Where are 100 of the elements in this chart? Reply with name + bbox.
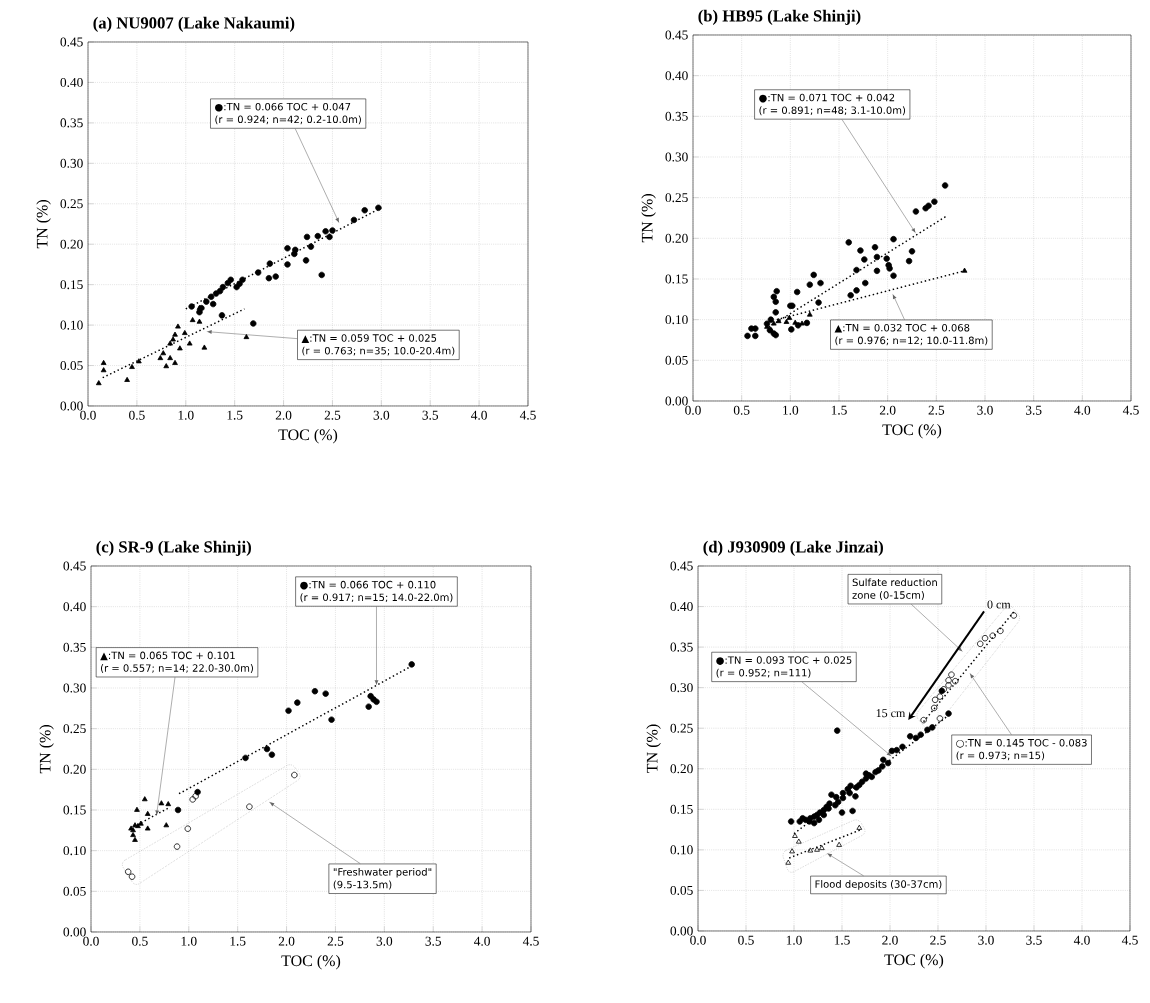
y-tick-label: 0.30 [665,152,688,162]
x-tick-label: 2.5 [930,935,946,945]
x-tick-label: 4.5 [1122,405,1139,415]
x-tick-label: 0.5 [132,936,148,946]
x-tick-label: 1.0 [783,405,799,415]
y-axis-title: TN (%) [646,724,661,773]
y-tick-label: 0.20 [60,239,83,249]
annotation: (9.5-13.5m) [333,880,392,890]
y-tick-label: 0.30 [63,683,86,693]
y-tick-label: 0.05 [665,355,688,365]
y-tick-label: 0.25 [63,724,86,734]
annotation: (r = 0.952; n=111) [716,668,811,678]
y-tick-label: 0.20 [670,764,693,774]
y-tick-label: 0.15 [60,280,83,290]
annotation: (r = 0.891; n=48; 3.1-10.0m) [759,106,906,116]
y-axis-title: TN (%) [36,200,51,249]
y-tick-label: 0.35 [670,642,693,652]
y-tick-label: 0.10 [63,846,86,856]
x-tick-label: 0.0 [83,936,99,946]
annotation: (r = 0.973; n=15) [956,751,1045,761]
x-tick-label: 3.5 [422,410,439,420]
x-tick-label: 0.0 [690,935,706,945]
x-tick-label: 4.5 [1121,935,1138,945]
y-tick-label: 0.30 [670,683,693,693]
x-tick-label: 0.5 [733,405,750,415]
x-tick-label: 4.0 [471,410,487,420]
x-tick-label: 1.0 [181,936,197,946]
chart-title: (d) J930909 (Lake Jinzai) [703,540,883,556]
x-axis-title: TOC (%) [882,423,942,439]
y-tick-label: 0.45 [670,561,693,571]
y-tick-label: 0.25 [665,193,688,203]
y-tick-label: 0.05 [60,361,83,371]
y-tick-label: 0.20 [63,764,86,774]
y-tick-label: 0.35 [60,118,83,128]
x-tick-label: 2.5 [928,405,945,415]
x-axis-title: TOC (%) [884,953,944,969]
y-tick-label: 0.10 [665,315,688,325]
x-tick-label: 0.0 [80,410,96,420]
x-tick-label: 0.5 [738,935,754,945]
y-tick-label: 0.00 [60,401,83,411]
chart-title: (c) SR-9 (Lake Shinji) [96,540,251,556]
annotation: (r = 0.557; n=14; 22.0-30.0m) [101,664,253,673]
x-tick-label: 4.5 [519,410,536,420]
annotation: zone (0-15cm) [852,591,924,600]
annotation: ●:TN = 0.093 TOC + 0.025 [716,656,852,665]
y-tick-label: 0.20 [665,233,688,243]
y-tick-label: 0.45 [60,37,83,47]
x-tick-label: 1.5 [227,410,243,420]
x-tick-label: 3.5 [1025,405,1042,415]
x-tick-label: 4.0 [1074,405,1091,415]
y-tick-label: 0.25 [670,723,693,733]
y-tick-label: 0.10 [670,845,693,855]
y-tick-label: 0.25 [60,199,83,209]
x-tick-label: 0.0 [685,405,701,415]
x-tick-label: 3.5 [425,936,442,946]
y-tick-label: 0.45 [665,30,688,40]
x-tick-label: 4.0 [474,936,490,946]
annotation: ○:TN = 0.145 TOC - 0.083 [956,738,1087,748]
annotation: ▲:TN = 0.059 TOC + 0.025 [301,334,437,343]
y-tick-label: 0.40 [665,71,688,81]
x-tick-label: 3.0 [376,936,393,946]
x-tick-label: 2.0 [882,935,898,945]
x-tick-label: 2.0 [275,410,292,420]
annotation: ●:TN = 0.066 TOC + 0.047 [215,102,351,112]
x-tick-label: 4.5 [522,936,539,946]
y-tick-label: 0.05 [670,885,693,895]
x-tick-label: 1.0 [178,410,194,420]
y-tick-label: 0.00 [665,396,688,406]
y-tick-label: 0.05 [63,886,86,896]
annotation: (r = 0.924; n=42; 0.2-10.0m) [215,115,361,125]
y-tick-label: 0.45 [63,561,86,571]
annotation: 15 cm [876,709,906,718]
y-tick-label: 0.00 [63,927,86,937]
chart-title: (a) NU9007 (Lake Nakaumi) [93,16,295,32]
y-tick-label: 0.35 [665,111,688,121]
y-axis-title: TN (%) [39,725,54,774]
y-tick-label: 0.15 [670,804,693,814]
x-tick-label: 0.5 [129,410,145,420]
annotation: (r = 0.917; n=15; 14.0-22.0m) [300,593,453,603]
x-tick-label: 2.0 [879,405,896,415]
x-tick-label: 2.0 [278,936,295,946]
x-tick-label: 1.5 [230,936,246,946]
annotation: "Freshwater period" [333,867,432,878]
y-axis-title: TN (%) [641,194,656,243]
annotation: ●:TN = 0.071 TOC + 0.042 [759,93,895,103]
y-tick-label: 0.40 [63,602,86,612]
x-tick-label: 1.5 [834,935,850,945]
x-tick-label: 3.0 [978,935,994,945]
annotation: (r = 0.763; n=35; 10.0-20.4m) [302,346,455,356]
y-tick-label: 0.10 [60,320,83,330]
x-tick-label: 1.0 [786,935,802,945]
y-tick-label: 0.15 [665,274,688,284]
annotation: ●:TN = 0.066 TOC + 0.110 [300,580,436,590]
y-tick-label: 0.30 [60,158,83,168]
annotation: Sulfate reduction [852,578,937,587]
y-tick-label: 0.15 [63,805,86,815]
chart-title: (b) HB95 (Lake Shinji) [698,9,861,25]
x-tick-label: 3.0 [373,410,390,420]
x-tick-label: 4.0 [1073,935,1090,945]
y-tick-label: 0.40 [670,602,693,612]
